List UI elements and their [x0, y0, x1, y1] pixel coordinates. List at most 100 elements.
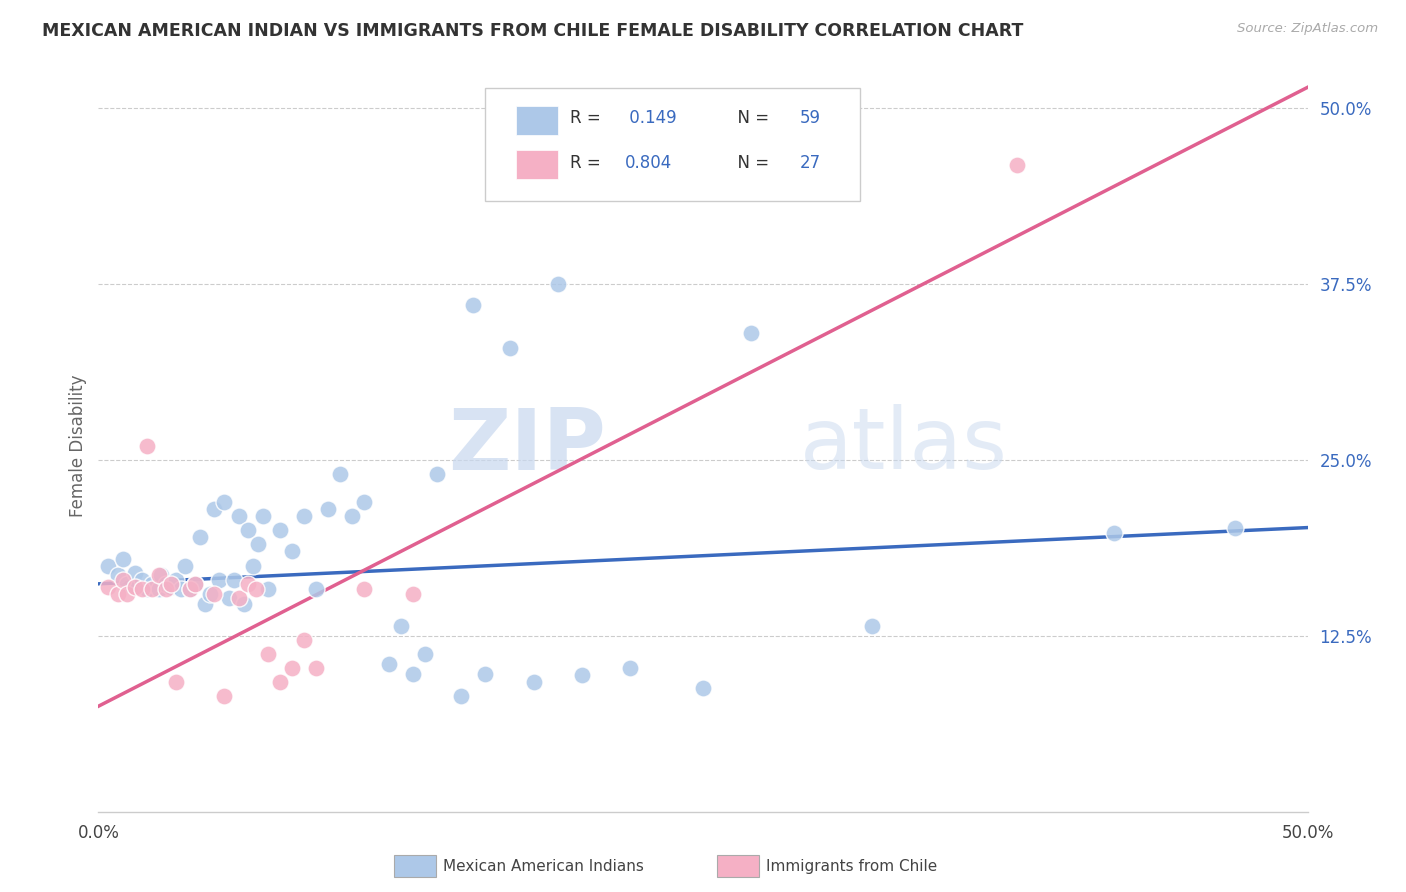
Point [127, 580, 149, 594]
Point [245, 582, 267, 597]
Point [305, 582, 328, 597]
Point [252, 509, 274, 524]
Point [316, 502, 339, 516]
Text: Mexican American Indians: Mexican American Indians [443, 859, 644, 873]
Point [342, 509, 364, 524]
Point [165, 573, 187, 587]
Point [222, 573, 245, 587]
Point [269, 524, 291, 538]
Point [232, 597, 254, 611]
Point [111, 551, 134, 566]
Point [212, 690, 235, 704]
Point [413, 647, 436, 661]
Point [212, 495, 235, 509]
Text: 0.149: 0.149 [624, 110, 678, 128]
Text: Source: ZipAtlas.com: Source: ZipAtlas.com [1237, 22, 1378, 36]
Bar [516, 106, 558, 136]
Point [141, 577, 163, 591]
Point [218, 591, 240, 605]
Point [204, 587, 226, 601]
Point [256, 582, 278, 597]
Point [204, 502, 226, 516]
Point [474, 666, 496, 681]
Point [135, 582, 157, 597]
Point [238, 524, 260, 538]
Point [107, 587, 129, 601]
Point [269, 675, 291, 690]
Point [179, 582, 201, 597]
Point [281, 661, 304, 675]
Point [860, 619, 883, 633]
Point [498, 341, 520, 355]
Point [141, 582, 163, 597]
Point [111, 573, 134, 587]
Point [619, 661, 641, 675]
Point [740, 326, 762, 341]
Point [228, 509, 250, 524]
Point [1102, 526, 1125, 541]
Text: ZIP: ZIP [449, 404, 606, 488]
Point [160, 580, 183, 594]
Point [117, 587, 139, 601]
Point [242, 558, 264, 573]
Point [150, 568, 173, 582]
Point [124, 580, 146, 594]
FancyBboxPatch shape [485, 87, 860, 201]
Point [97, 558, 120, 573]
Point [402, 587, 425, 601]
Point [1007, 158, 1029, 172]
Point [281, 544, 304, 558]
Point [571, 668, 593, 682]
Point [523, 675, 546, 690]
Text: 59: 59 [800, 110, 821, 128]
Text: R =: R = [569, 110, 606, 128]
Point [148, 582, 170, 597]
Point [238, 577, 260, 591]
Point [353, 582, 375, 597]
Point [97, 580, 120, 594]
Point [1223, 520, 1246, 534]
Text: 27: 27 [800, 154, 821, 172]
Text: MEXICAN AMERICAN INDIAN VS IMMIGRANTS FROM CHILE FEMALE DISABILITY CORRELATION C: MEXICAN AMERICAN INDIAN VS IMMIGRANTS FR… [42, 22, 1024, 40]
Point [184, 577, 207, 591]
Point [188, 530, 211, 544]
Point [198, 587, 221, 601]
Point [329, 467, 352, 482]
Point [692, 681, 714, 695]
Point [292, 633, 315, 648]
Point [148, 568, 170, 582]
Bar [516, 150, 558, 179]
Point [450, 690, 472, 704]
Point [463, 298, 485, 312]
Text: atlas: atlas [800, 404, 1008, 488]
Point [402, 666, 425, 681]
Point [353, 495, 375, 509]
Text: R =: R = [569, 154, 606, 172]
Point [124, 566, 146, 580]
Text: N =: N = [727, 110, 775, 128]
Point [305, 661, 328, 675]
Point [155, 582, 177, 597]
Point [131, 582, 153, 597]
Text: N =: N = [727, 154, 775, 172]
Point [165, 675, 187, 690]
Point [160, 577, 183, 591]
Point [377, 657, 399, 671]
Point [107, 568, 129, 582]
Point [389, 619, 412, 633]
Point [426, 467, 449, 482]
Point [117, 577, 139, 591]
Point [184, 577, 207, 591]
Point [131, 573, 153, 587]
Text: 0.804: 0.804 [624, 154, 672, 172]
Point [208, 573, 231, 587]
Point [228, 591, 250, 605]
Point [169, 582, 191, 597]
Y-axis label: Female Disability: Female Disability [69, 375, 87, 517]
Point [174, 558, 197, 573]
Point [256, 647, 278, 661]
Point [247, 537, 270, 551]
Point [179, 582, 201, 597]
Point [292, 509, 315, 524]
Point [135, 439, 157, 453]
